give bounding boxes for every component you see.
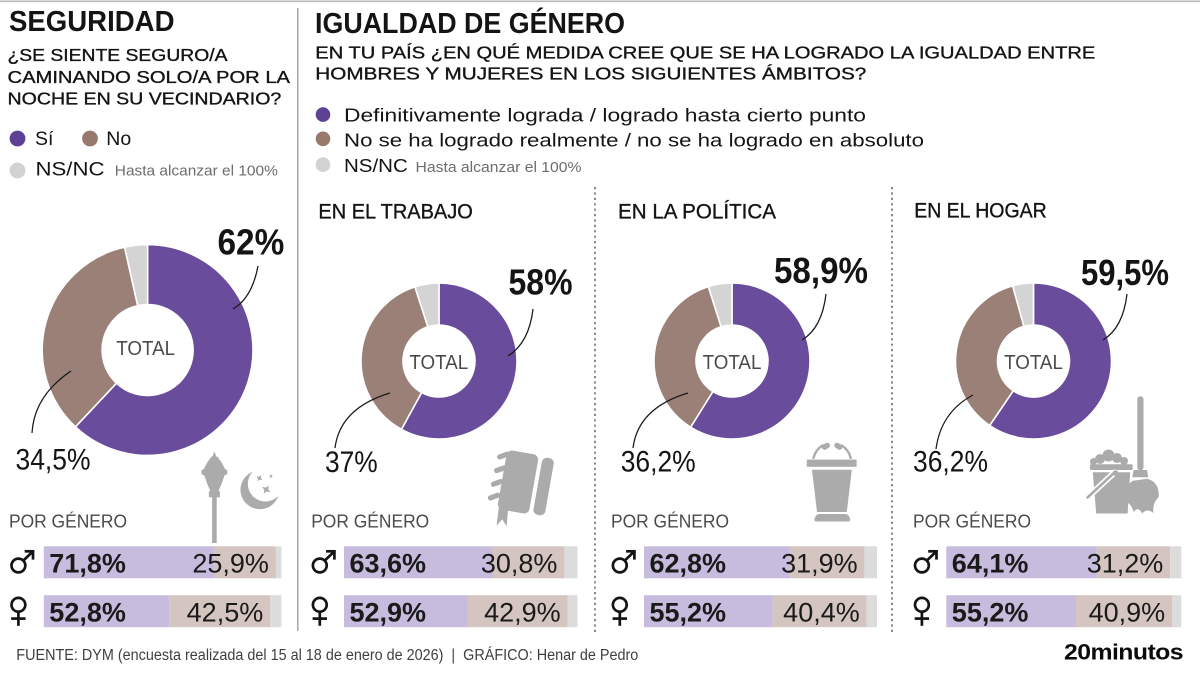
svg-text:36,2%: 36,2% bbox=[913, 446, 988, 479]
svg-text:64,1%: 64,1% bbox=[952, 549, 1029, 579]
svg-text:EN EL HOGAR: EN EL HOGAR bbox=[914, 198, 1046, 222]
svg-text:CAMINANDO SOLO/A POR LA: CAMINANDO SOLO/A POR LA bbox=[8, 67, 291, 87]
svg-text:Hasta alcanzar el 100%: Hasta alcanzar el 100% bbox=[115, 162, 278, 179]
svg-text:Sí: Sí bbox=[35, 128, 54, 150]
svg-text:TOTAL: TOTAL bbox=[703, 352, 762, 374]
svg-text:POR GÉNERO: POR GÉNERO bbox=[611, 511, 729, 532]
svg-text:No: No bbox=[106, 128, 131, 150]
svg-text:34,5%: 34,5% bbox=[16, 444, 91, 477]
svg-text:Definitivamente lograda / logr: Definitivamente lograda / logrado hasta … bbox=[344, 106, 866, 126]
svg-text:TOTAL: TOTAL bbox=[116, 338, 175, 360]
svg-text:59,5%: 59,5% bbox=[1081, 252, 1169, 293]
svg-text:POR GÉNERO: POR GÉNERO bbox=[913, 511, 1031, 532]
svg-text:37%: 37% bbox=[325, 446, 378, 479]
svg-text:POR GÉNERO: POR GÉNERO bbox=[9, 511, 127, 532]
svg-text:40,4%: 40,4% bbox=[783, 597, 860, 627]
svg-text:¿SE SIENTE SEGURO/A: ¿SE SIENTE SEGURO/A bbox=[8, 45, 229, 65]
svg-text:62,8%: 62,8% bbox=[650, 549, 727, 579]
svg-text:POR GÉNERO: POR GÉNERO bbox=[311, 511, 429, 532]
svg-text:31,2%: 31,2% bbox=[1087, 549, 1164, 579]
svg-text:62%: 62% bbox=[218, 221, 285, 262]
svg-text:52,9%: 52,9% bbox=[350, 597, 427, 627]
svg-text:52,8%: 52,8% bbox=[49, 597, 126, 627]
svg-text:63,6%: 63,6% bbox=[350, 549, 427, 579]
svg-text:40,9%: 40,9% bbox=[1089, 597, 1166, 627]
svg-text:EN TU PAÍS ¿EN QUÉ MEDIDA CREE: EN TU PAÍS ¿EN QUÉ MEDIDA CREE QUE SE HA… bbox=[315, 43, 1095, 63]
svg-text:IGUALDAD DE GÉNERO: IGUALDAD DE GÉNERO bbox=[315, 8, 625, 40]
svg-text:55,2%: 55,2% bbox=[952, 597, 1029, 627]
svg-text:25,9%: 25,9% bbox=[192, 549, 269, 579]
svg-text:FUENTE: DYM (encuesta realizad: FUENTE: DYM (encuesta realizada del 15 a… bbox=[16, 647, 638, 664]
svg-text:42,5%: 42,5% bbox=[187, 597, 264, 627]
svg-text:31,9%: 31,9% bbox=[781, 549, 858, 579]
svg-text:EN EL TRABAJO: EN EL TRABAJO bbox=[318, 199, 472, 223]
svg-text:NS/NC: NS/NC bbox=[344, 156, 408, 176]
svg-text:No se ha logrado realmente / n: No se ha logrado realmente / no se ha lo… bbox=[344, 130, 924, 150]
svg-text:NOCHE EN SU VECINDARIO?: NOCHE EN SU VECINDARIO? bbox=[8, 89, 282, 109]
svg-text:EN LA POLÍTICA: EN LA POLÍTICA bbox=[618, 198, 777, 223]
svg-text:TOTAL: TOTAL bbox=[1004, 352, 1063, 374]
svg-text:55,2%: 55,2% bbox=[650, 597, 727, 627]
svg-text:36,2%: 36,2% bbox=[621, 446, 696, 479]
svg-text:20minutos: 20minutos bbox=[1064, 640, 1183, 665]
svg-text:HOMBRES Y MUJERES EN LOS SIGUI: HOMBRES Y MUJERES EN LOS SIGUIENTES ÁMBI… bbox=[315, 64, 866, 84]
svg-text:42,9%: 42,9% bbox=[484, 597, 561, 627]
svg-text:TOTAL: TOTAL bbox=[409, 352, 468, 374]
svg-text:NS/NC: NS/NC bbox=[36, 158, 105, 180]
svg-text:Hasta alcanzar el 100%: Hasta alcanzar el 100% bbox=[416, 160, 582, 176]
svg-text:71,8%: 71,8% bbox=[49, 549, 126, 579]
svg-text:30,8%: 30,8% bbox=[481, 549, 558, 579]
svg-text:SEGURIDAD: SEGURIDAD bbox=[9, 6, 175, 38]
svg-text:58,9%: 58,9% bbox=[774, 250, 868, 291]
svg-text:58%: 58% bbox=[509, 262, 573, 303]
